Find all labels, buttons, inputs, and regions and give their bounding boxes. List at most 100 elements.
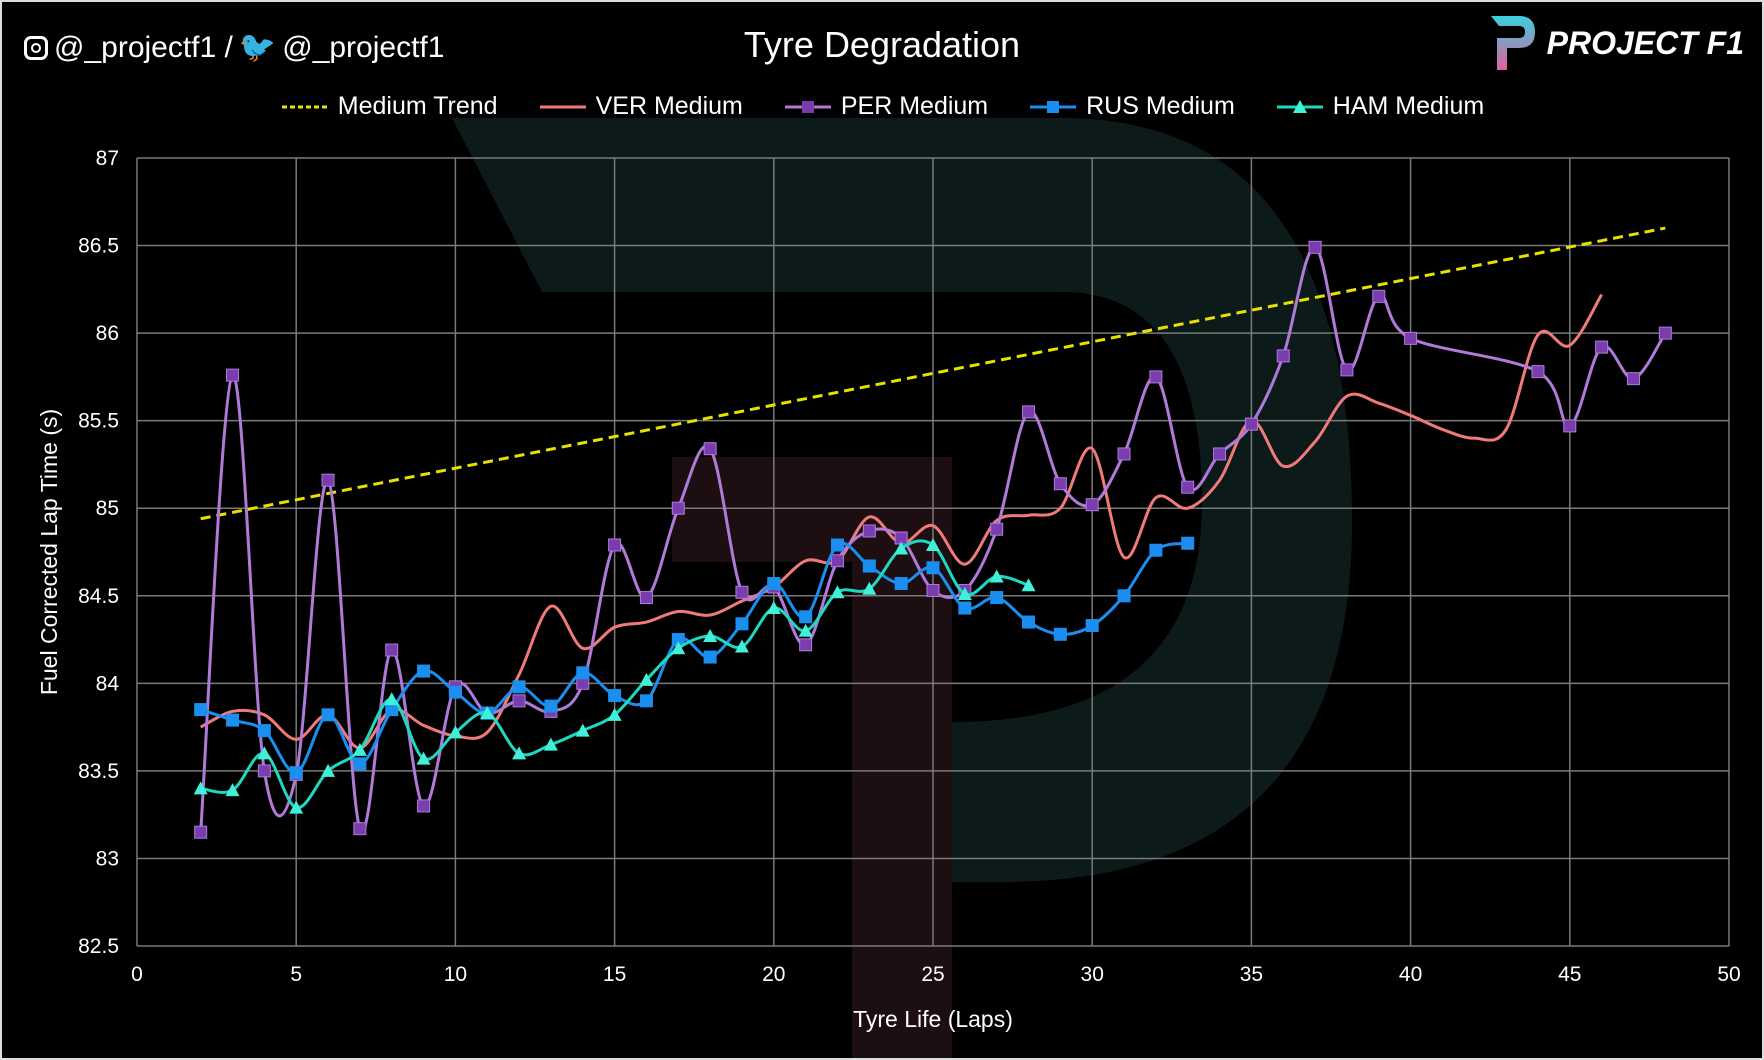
series-line <box>200 226 1666 521</box>
data-point <box>703 442 717 456</box>
data-point <box>1276 349 1290 363</box>
data-point <box>767 577 781 591</box>
series-layer <box>193 226 1672 839</box>
data-point <box>639 694 653 708</box>
data-point <box>512 694 526 708</box>
data-point <box>1085 498 1099 512</box>
y-tick-label: 87 <box>96 147 119 170</box>
data-point <box>830 538 844 552</box>
data-point <box>385 703 399 717</box>
y-tick-label: 86 <box>96 322 119 345</box>
data-point <box>798 623 813 637</box>
data-point <box>321 763 336 777</box>
data-point <box>894 541 909 555</box>
data-point <box>289 800 304 814</box>
legend-swatch <box>281 105 328 108</box>
data-point <box>1213 447 1227 461</box>
data-point <box>384 692 399 706</box>
legend-item: HAM Medium <box>1275 92 1484 121</box>
data-point <box>1626 372 1640 386</box>
data-point <box>1022 405 1036 419</box>
data-point <box>575 723 590 737</box>
series-per-medium <box>194 240 1672 839</box>
watermark-shape <box>452 118 1352 882</box>
data-point <box>639 672 654 686</box>
data-point <box>1563 419 1577 433</box>
data-point <box>193 781 208 795</box>
data-point <box>830 585 845 599</box>
data-point <box>576 666 590 680</box>
legend-swatch <box>539 105 586 108</box>
x-tick-label: 20 <box>762 963 785 986</box>
data-point <box>990 522 1004 536</box>
data-point <box>194 703 208 717</box>
data-point <box>1117 447 1131 461</box>
twitter-icon: 🐦 <box>238 31 277 64</box>
data-point <box>989 569 1004 583</box>
x-tick-label: 5 <box>290 963 302 986</box>
x-tick-label: 10 <box>444 963 467 986</box>
y-tick-label: 83.5 <box>78 760 119 783</box>
legend-label: RUS Medium <box>1086 92 1235 120</box>
legend-item: VER Medium <box>538 92 743 121</box>
y-tick-label: 84 <box>96 672 120 695</box>
data-point <box>1244 417 1258 431</box>
data-point <box>194 825 208 839</box>
data-point <box>417 799 431 813</box>
data-point <box>1340 363 1354 377</box>
legend-item: RUS Medium <box>1028 92 1235 121</box>
data-point <box>480 706 495 720</box>
data-point <box>417 664 431 678</box>
data-point <box>353 757 367 771</box>
tick-labels: 0 5 10 15 20 25 30 35 40 45 50 82.5 83 83.5 84 84.5 85 85… <box>78 147 1741 986</box>
data-point <box>734 639 749 653</box>
data-point <box>862 581 877 595</box>
legend-label: VER Medium <box>595 92 743 120</box>
data-point <box>1181 536 1195 550</box>
legend-swatch <box>784 100 831 113</box>
project-f1-logo-icon <box>1490 16 1535 70</box>
x-tick-label: 15 <box>603 963 626 986</box>
data-point <box>1021 578 1036 592</box>
data-point <box>957 587 972 601</box>
x-axis-label: Tyre Life (Laps) <box>853 1006 1013 1032</box>
series-medium-trend <box>200 226 1666 521</box>
data-point <box>448 725 463 739</box>
data-point <box>926 584 940 598</box>
data-point <box>1022 615 1036 629</box>
y-tick-label: 85 <box>96 497 119 520</box>
data-point <box>862 524 876 538</box>
brand-logo: PROJECT F1 <box>1485 12 1744 74</box>
data-point <box>226 713 240 727</box>
x-tick-label: 30 <box>1081 963 1104 986</box>
y-axis-label: Fuel Corrected Lap Time (s) <box>36 409 62 695</box>
social-handles: @_projectf1 / 🐦 @_projectf1 <box>24 30 444 65</box>
data-point <box>1181 480 1195 494</box>
data-point <box>512 746 527 760</box>
data-point <box>1053 627 1067 641</box>
legend: Medium Trend VER Medium PER Medium RUS Medi… <box>2 92 1762 121</box>
data-point <box>257 764 271 778</box>
data-point <box>799 638 813 652</box>
data-point <box>703 650 717 664</box>
y-tick-label: 84.5 <box>78 585 119 608</box>
data-point <box>353 822 367 836</box>
chart-title: Tyre Degradation <box>743 24 1021 65</box>
x-tick-label: 25 <box>921 963 944 986</box>
data-point <box>862 559 876 573</box>
x-tick-label: 35 <box>1240 963 1263 986</box>
data-point <box>225 783 240 797</box>
data-point <box>735 617 749 631</box>
series-ham-medium <box>193 537 1036 814</box>
y-tick-label: 85.5 <box>78 410 119 433</box>
watermark-logo <box>452 118 1352 1058</box>
brand-name: PROJECT F1 <box>1546 24 1744 61</box>
x-tick-label: 45 <box>1558 963 1581 986</box>
data-point <box>1308 240 1322 254</box>
x-tick-label: 0 <box>131 963 143 986</box>
data-point <box>1404 331 1418 345</box>
data-point <box>448 685 462 699</box>
twitter-handle: @_projectf1 <box>282 30 445 64</box>
